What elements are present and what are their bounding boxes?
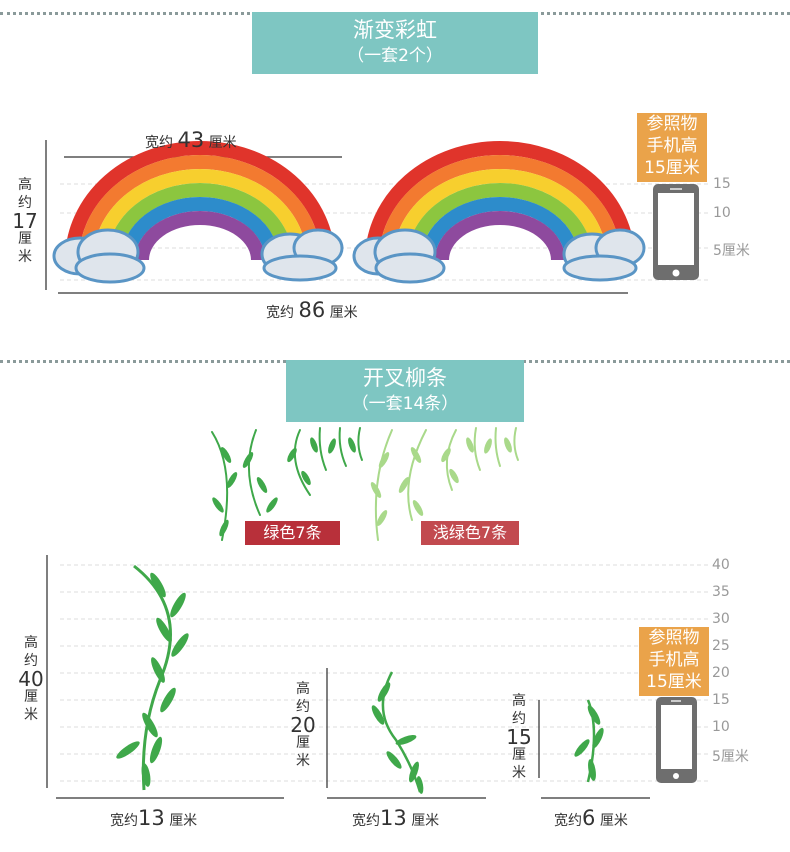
willow-15 xyxy=(574,699,604,783)
width-86-label: 宽约 86 厘米 xyxy=(266,298,358,322)
rainbow-title: 渐变彩虹 xyxy=(353,18,437,42)
willow-20 xyxy=(371,671,424,794)
scale-5-top: 5厘米 xyxy=(713,243,750,259)
height-20-label: 高 约 20 厘 米 xyxy=(290,681,316,769)
scale-10-top: 10 xyxy=(713,205,731,221)
height-15-label: 高 约 15 厘 米 xyxy=(506,693,532,781)
scale-15-top: 15 xyxy=(713,176,731,192)
width-13-label-1: 宽约13 厘米 xyxy=(110,806,198,830)
height-17-label: 高 约 17 厘 米 xyxy=(12,177,38,265)
phone-icon-bottom xyxy=(656,697,697,783)
scale-25: 25 xyxy=(712,638,730,654)
willow-40 xyxy=(116,564,189,791)
tag-light-green-7: 浅绿色7条 xyxy=(421,521,519,545)
rainbow-2 xyxy=(352,141,646,284)
height-40-label: 高 约 40 厘 米 xyxy=(18,635,44,723)
width-13-label-2: 宽约13 厘米 xyxy=(352,806,440,830)
willow-banner: 开叉柳条 （一套14条） xyxy=(286,360,524,422)
scale-35: 35 xyxy=(712,584,730,600)
tag-green-7: 绿色7条 xyxy=(245,521,340,545)
width-6-label: 宽约6 厘米 xyxy=(554,806,628,830)
willow-samples xyxy=(211,427,519,541)
scale-40: 40 xyxy=(712,557,730,573)
willow-subtitle: （一套14条） xyxy=(351,394,459,414)
willow-grid-lines xyxy=(60,564,710,782)
reference-box-bottom: 参照物 手机高 15厘米 xyxy=(639,627,709,696)
willow-title: 开叉柳条 xyxy=(363,366,447,390)
scale-15: 15 xyxy=(712,692,730,708)
scale-20: 20 xyxy=(712,665,730,681)
scale-5: 5厘米 xyxy=(712,749,749,765)
width-43-label: 宽约 43 厘米 xyxy=(145,128,237,152)
reference-box-top: 参照物 手机高 15厘米 xyxy=(637,113,707,182)
rainbow-banner: 渐变彩虹 （一套2个） xyxy=(252,12,538,74)
rainbow-subtitle: （一套2个） xyxy=(347,46,443,66)
rainbow-1 xyxy=(52,141,344,284)
phone-icon-top xyxy=(653,184,699,280)
scale-10: 10 xyxy=(712,719,730,735)
scale-30: 30 xyxy=(712,611,730,627)
